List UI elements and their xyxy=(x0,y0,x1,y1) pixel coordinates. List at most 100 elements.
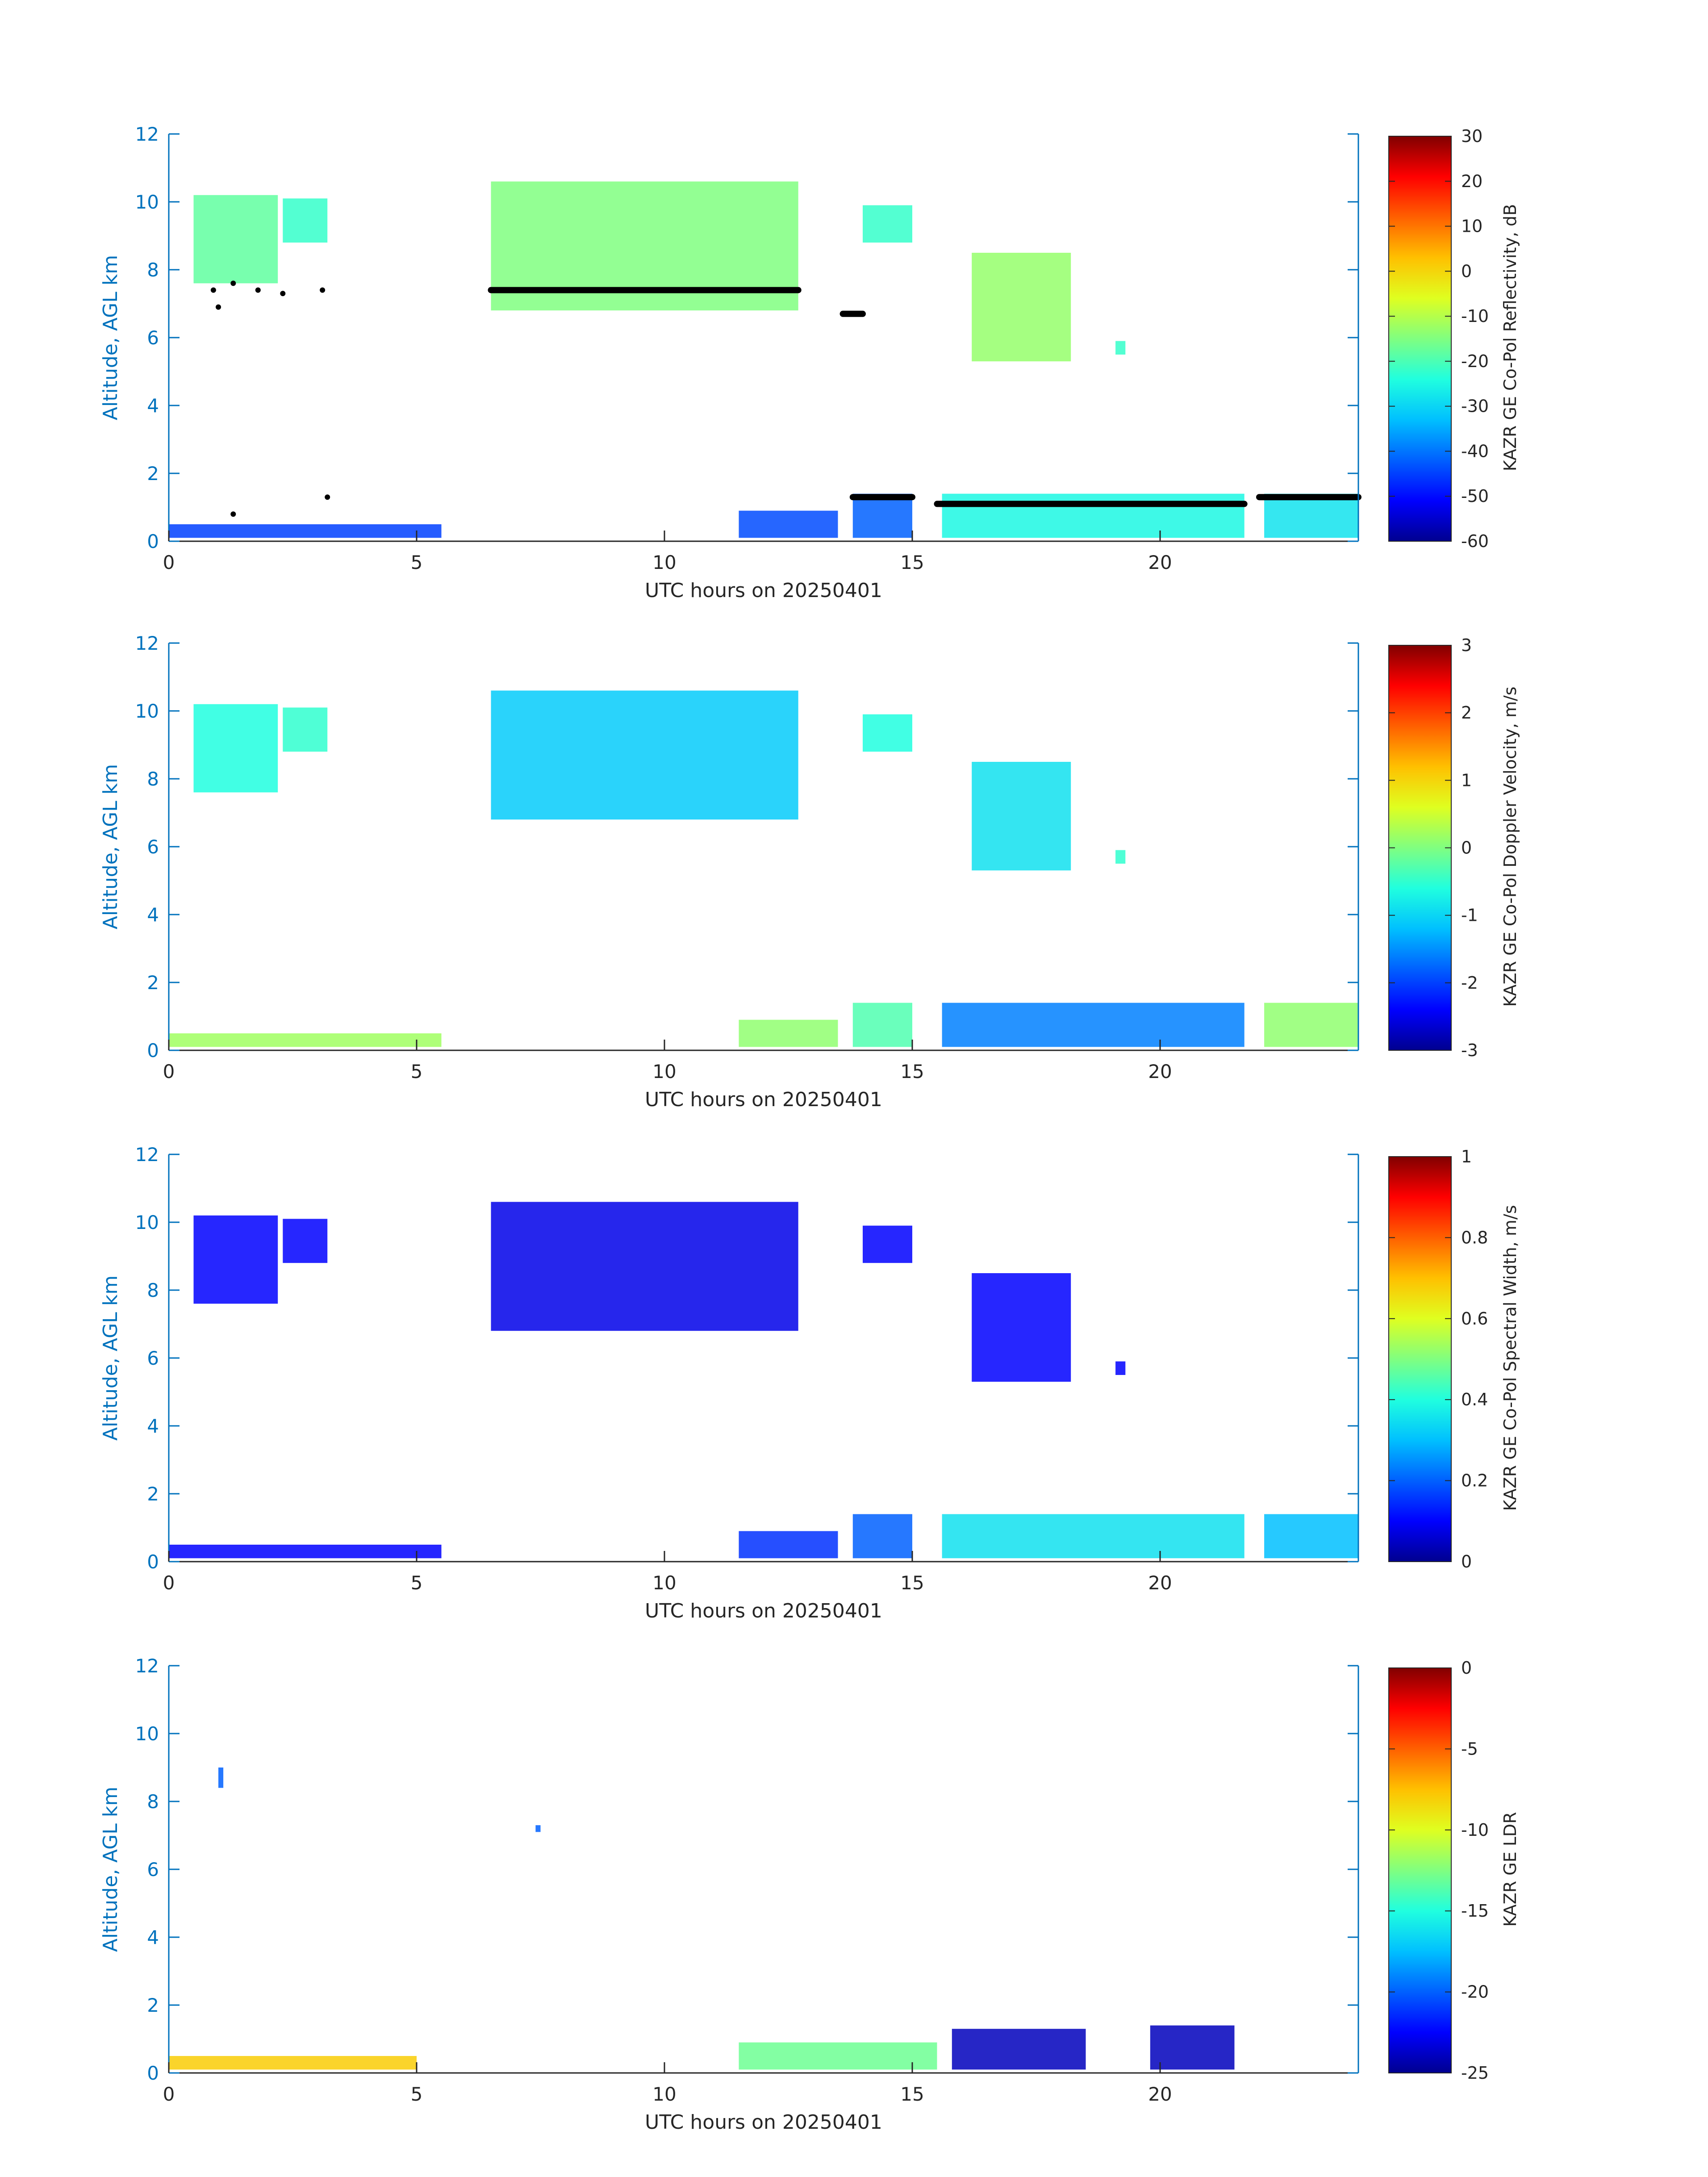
colorbar-tick-label: -10 xyxy=(1461,306,1489,326)
cloud-base-marker-point xyxy=(255,287,261,293)
x-tick-label: 10 xyxy=(652,2083,676,2105)
echo-region xyxy=(218,1768,224,1788)
colorbar: -3 -2 -1 0 1 2 3 KAZR GE Co-Pol Doppler Velocit… xyxy=(1388,635,1520,1060)
x-tick-label: 20 xyxy=(1148,2083,1172,2105)
y-tick-label: 2 xyxy=(147,1994,159,2016)
y-tick-label: 10 xyxy=(135,1723,159,1745)
y-tick-label: 12 xyxy=(135,1144,159,1166)
colorbar-tick-label: 10 xyxy=(1461,217,1482,236)
echo-region xyxy=(283,1219,328,1263)
echo-region xyxy=(739,2042,937,2070)
echo-region xyxy=(952,2029,1086,2070)
colorbar-gradient xyxy=(1388,645,1452,1051)
cloud-base-marker-point xyxy=(320,287,326,293)
colorbar-tick-label: -2 xyxy=(1461,973,1478,993)
y-tick-label: 8 xyxy=(147,259,159,281)
echo-region xyxy=(1150,2025,1235,2070)
y-tick-label: 10 xyxy=(135,191,159,213)
y-tick-label: 0 xyxy=(147,531,159,552)
y-tick-label: 2 xyxy=(147,1483,159,1505)
echo-region xyxy=(942,1003,1244,1047)
x-tick-label: 0 xyxy=(163,1572,175,1594)
echo-region xyxy=(739,510,838,538)
echo-region xyxy=(535,1825,541,1832)
echo-region xyxy=(1264,1003,1358,1047)
echo-region xyxy=(283,198,328,243)
echo-region xyxy=(863,714,912,752)
colorbar-label: KAZR GE Co-Pol Doppler Velocity, m/s xyxy=(1500,686,1520,1007)
y-tick-label: 6 xyxy=(147,836,159,858)
y-tick-label: 4 xyxy=(147,1926,159,1948)
y-tick-label: 0 xyxy=(147,1551,159,1573)
colorbar: 0 0.2 0.4 0.6 0.8 1 KAZR GE Co-Pol Spectral Wi… xyxy=(1388,1147,1520,1571)
y-tick-label: 6 xyxy=(147,1347,159,1369)
y-tick-label: 8 xyxy=(147,1279,159,1301)
echo-region xyxy=(169,524,442,538)
colorbar-tick-label: 0.6 xyxy=(1461,1309,1488,1329)
colorbar-gradient xyxy=(1388,1667,1452,2073)
colorbar-tick-label: -60 xyxy=(1461,531,1489,551)
echo-region xyxy=(1115,850,1126,864)
y-axis-label: Altitude, AGL km xyxy=(99,764,122,929)
x-axis-label: UTC hours on 20250401 xyxy=(645,1600,882,1622)
colorbar-tick-label: 30 xyxy=(1461,126,1482,146)
y-tick-label: 12 xyxy=(135,632,159,654)
colorbar-tick-label: -5 xyxy=(1461,1739,1478,1759)
echo-region xyxy=(852,493,912,538)
x-tick-label: 10 xyxy=(652,552,676,573)
cloud-base-marker-point xyxy=(210,287,216,293)
echo-region xyxy=(852,1514,912,1559)
cloud-base-marker-point xyxy=(280,291,286,297)
y-tick-label: 0 xyxy=(147,2062,159,2084)
colorbar-tick-label: 0 xyxy=(1461,1552,1472,1571)
colorbar-tick-label: 1 xyxy=(1461,770,1472,790)
colorbar-tick-label: -1 xyxy=(1461,906,1478,925)
echo-region xyxy=(169,2056,417,2070)
colorbar-tick-label: -50 xyxy=(1461,486,1489,506)
echo-region xyxy=(863,1225,912,1263)
colorbar-tick-label: 0 xyxy=(1461,838,1472,858)
colorbar-label: KAZR GE LDR xyxy=(1500,1812,1520,1926)
colorbar-tick-label: 0 xyxy=(1461,261,1472,281)
y-tick-label: 4 xyxy=(147,395,159,417)
colorbar-tick-label: -40 xyxy=(1461,441,1489,461)
x-tick-label: 0 xyxy=(163,552,175,573)
echo-region xyxy=(852,1003,912,1047)
y-tick-label: 8 xyxy=(147,1791,159,1813)
x-tick-label: 0 xyxy=(163,1061,175,1082)
colorbar-tick-label: 0 xyxy=(1461,1658,1472,1678)
x-tick-label: 15 xyxy=(900,2083,924,2105)
x-tick-label: 20 xyxy=(1148,1061,1172,1082)
echo-region xyxy=(193,1215,278,1304)
colorbar-tick-label: -15 xyxy=(1461,1901,1489,1921)
colorbar-gradient xyxy=(1388,1156,1452,1562)
colorbar-tick-label: 0.2 xyxy=(1461,1471,1488,1491)
cloud-base-marker-point xyxy=(216,304,221,310)
colorbar-tick-label: -10 xyxy=(1461,1820,1489,1840)
echo-region xyxy=(739,1531,838,1559)
x-tick-label: 15 xyxy=(900,552,924,573)
colorbar-tick-label: 0.4 xyxy=(1461,1390,1488,1409)
y-tick-label: 8 xyxy=(147,768,159,790)
y-axis-label: Altitude, AGL km xyxy=(99,1275,122,1441)
y-tick-label: 4 xyxy=(147,904,159,926)
y-tick-label: 4 xyxy=(147,1415,159,1437)
x-tick-label: 5 xyxy=(411,1572,423,1594)
echo-region xyxy=(972,762,1071,871)
echo-region xyxy=(169,1033,442,1047)
echo-region xyxy=(193,704,278,793)
colorbar-label: KAZR GE Co-Pol Reflectivity, dB xyxy=(1500,204,1520,471)
x-tick-label: 15 xyxy=(900,1061,924,1082)
panel-1: 0 2 4 6 8 10 12 0 5 10 15 20 UTC hours on 20250401 Al… xyxy=(99,123,1520,602)
colorbar-tick-label: 1 xyxy=(1461,1147,1472,1166)
echo-region xyxy=(1115,341,1126,355)
x-tick-label: 5 xyxy=(411,2083,423,2105)
echo-region xyxy=(491,1202,798,1331)
colorbar: -25 -20 -15 -10 -5 0 KAZR GE LDR xyxy=(1388,1658,1520,2083)
y-axis-label: Altitude, AGL km xyxy=(99,1787,122,1952)
colorbar-tick-label: 20 xyxy=(1461,171,1482,191)
echo-region xyxy=(863,205,912,243)
